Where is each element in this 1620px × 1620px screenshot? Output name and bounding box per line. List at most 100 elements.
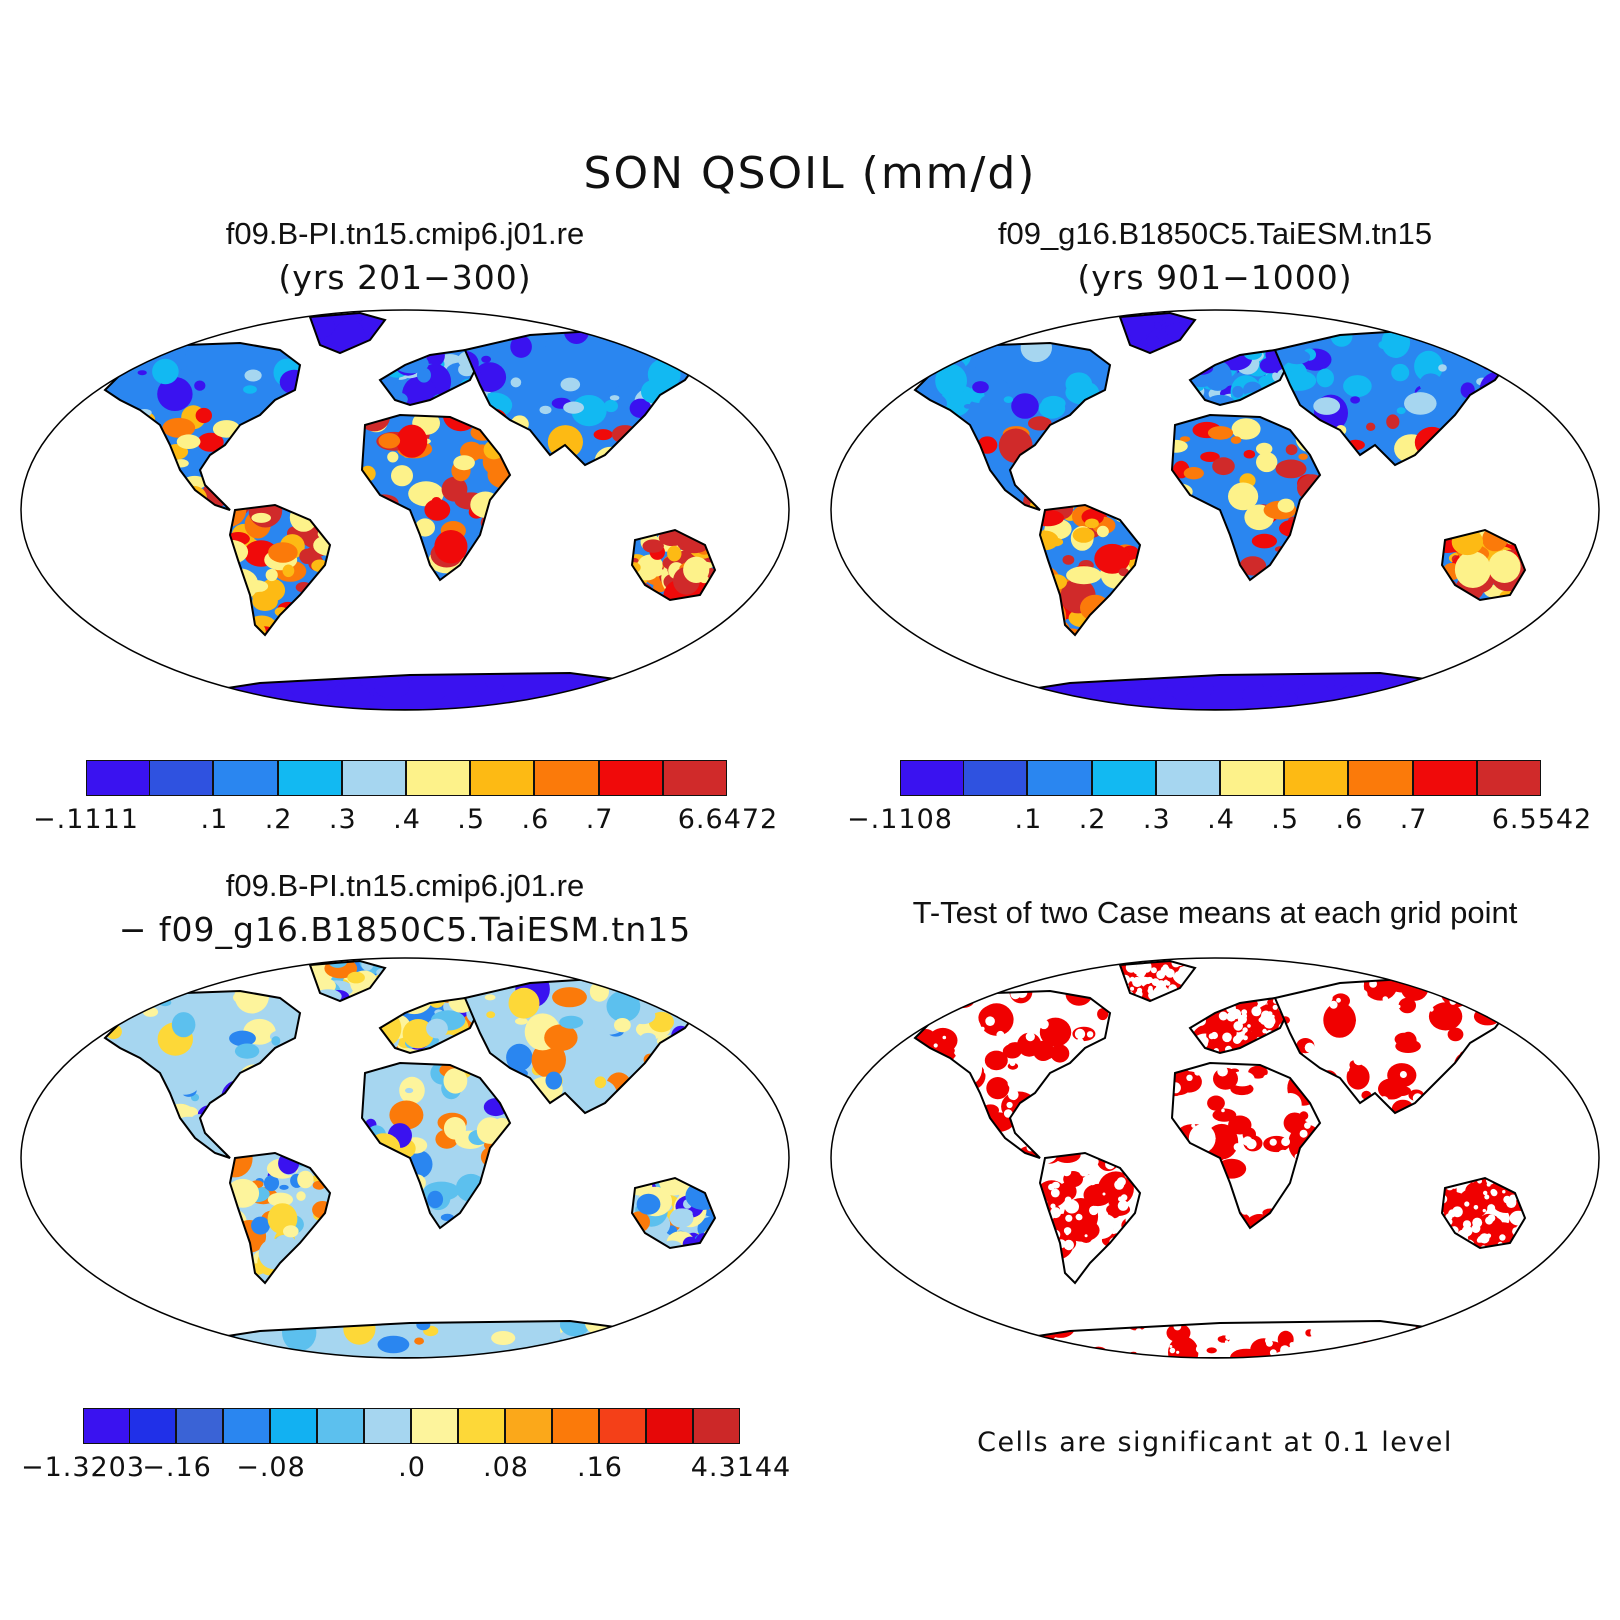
field-cell <box>915 348 926 363</box>
map-top-left <box>20 309 790 711</box>
field-cell <box>262 459 294 484</box>
insignificant-cell <box>1282 1034 1290 1041</box>
insignificant-cell <box>959 1012 969 1023</box>
insignificant-cell <box>1190 1003 1198 1014</box>
field-cell <box>479 1211 510 1228</box>
insignificant-cell <box>1246 1178 1256 1189</box>
field-cell <box>642 539 664 553</box>
insignificant-cell <box>1262 1028 1267 1034</box>
field-cell <box>189 1345 201 1353</box>
insignificant-cell <box>1174 1116 1182 1124</box>
insignificant-cell <box>980 1026 985 1031</box>
insignificant-cell <box>1050 1207 1061 1219</box>
insignificant-cell <box>1187 1110 1196 1119</box>
insignificant-cell <box>1051 1104 1061 1113</box>
field-cell <box>202 480 231 508</box>
field-cell <box>194 380 206 391</box>
field-cell <box>1054 1275 1064 1283</box>
field-cell <box>317 314 329 327</box>
field-cell <box>1271 1048 1283 1053</box>
insignificant-cell <box>1439 1083 1446 1090</box>
insignificant-cell <box>1521 1237 1525 1242</box>
insignificant-cell <box>1062 1167 1072 1177</box>
insignificant-cell <box>1443 1327 1449 1333</box>
field-cell <box>108 464 135 483</box>
field-cell <box>1127 1255 1140 1269</box>
field-cell <box>1062 438 1091 458</box>
field-cell <box>924 1088 944 1110</box>
field-cell <box>485 421 504 436</box>
field-cell <box>1285 444 1298 456</box>
field-cell <box>313 535 330 556</box>
field-cell <box>927 430 953 448</box>
field-cell <box>1108 1248 1127 1261</box>
field-cell <box>411 678 421 683</box>
field-cell <box>473 1197 510 1228</box>
field-cell <box>189 699 212 710</box>
colorbar-top-left: −.1111 .1 .2 .3 .4 .5 .6 .7 6.6472 <box>33 760 777 835</box>
colorbar-swatch <box>662 760 727 796</box>
field-cell <box>664 398 677 409</box>
field-cell <box>544 1024 578 1051</box>
insignificant-cell <box>1085 1069 1091 1075</box>
panel-subtitle-bottom-left: − f09_g16.B1850C5.TaiESM.tn15 <box>118 910 692 949</box>
colorbar-tick-label: .5 <box>457 804 486 835</box>
field-cell <box>239 1064 269 1090</box>
insignificant-cell <box>1052 1089 1059 1097</box>
field-cell <box>950 1051 983 1086</box>
field-cell <box>1028 416 1052 431</box>
field-cell <box>116 495 131 503</box>
insignificant-cell <box>1406 1344 1414 1351</box>
field-cell <box>406 1219 429 1228</box>
field-cell <box>1108 607 1137 633</box>
insignificant-cell <box>1233 1143 1242 1151</box>
field-cell <box>362 1169 383 1181</box>
insignificant-cell <box>1259 1014 1271 1026</box>
map-boundary <box>830 957 1600 1359</box>
field-cell <box>960 1321 978 1339</box>
field-cell <box>1041 360 1061 377</box>
field-cell <box>402 1019 434 1049</box>
coastline-south-america <box>1038 503 1142 637</box>
field-cell <box>915 430 942 457</box>
field-cell <box>106 1108 135 1128</box>
field-cell <box>466 1051 479 1064</box>
field-cell <box>440 1037 475 1053</box>
field-cell <box>462 570 471 577</box>
insignificant-cell <box>1304 1193 1313 1202</box>
field-cell <box>925 1133 943 1149</box>
field-cell <box>1305 501 1320 513</box>
field-cell <box>922 1046 957 1077</box>
field-cell <box>630 1080 645 1092</box>
field-cell <box>1394 1032 1413 1046</box>
field-cell <box>915 1042 938 1062</box>
field-cell <box>1315 1078 1341 1100</box>
insignificant-cell <box>1516 1235 1522 1241</box>
field-cell <box>641 452 653 461</box>
field-cell <box>279 1184 289 1190</box>
coastline-south-america <box>1038 1151 1142 1285</box>
insignificant-cell <box>1009 1060 1016 1067</box>
field-cell <box>1094 543 1131 574</box>
continent-north-america <box>105 343 300 510</box>
field-cell <box>128 488 142 500</box>
colorbar-tick-label: .4 <box>393 804 421 835</box>
field-cell <box>923 435 954 454</box>
field-cell <box>1366 422 1376 431</box>
colorbar-swatch <box>646 1408 693 1444</box>
coastline-south-america <box>228 503 332 637</box>
field-cell <box>1336 685 1368 710</box>
insignificant-cell <box>1251 1006 1262 1017</box>
insignificant-cell <box>1313 1072 1323 1082</box>
field-cell <box>1117 505 1140 514</box>
field-cell <box>434 530 468 564</box>
insignificant-cell <box>1233 1021 1243 1031</box>
colorbar-swatch <box>223 1408 270 1444</box>
field-cell <box>465 1211 498 1228</box>
field-cell <box>1300 1066 1316 1078</box>
colorbar-tick-label: −.1111 <box>33 804 139 835</box>
insignificant-cell <box>1372 1353 1379 1358</box>
field-cell <box>1172 546 1187 559</box>
insignificant-cell <box>1241 1207 1249 1215</box>
insignificant-cell <box>1504 1092 1510 1100</box>
